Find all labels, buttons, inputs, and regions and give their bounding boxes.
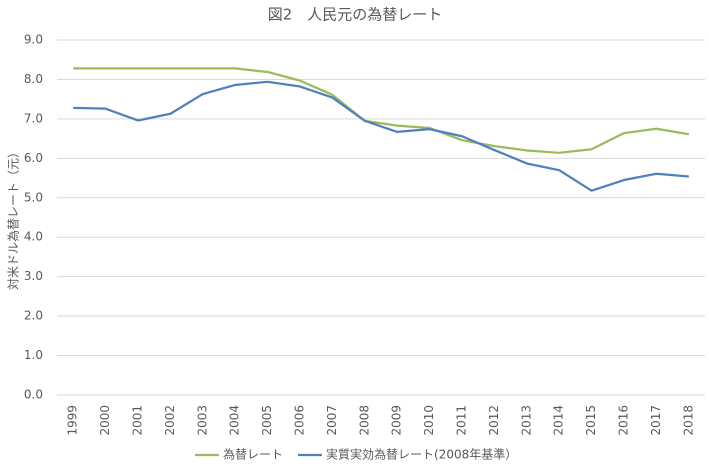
line-series <box>73 67 689 154</box>
y-tick-label: 1.0 <box>24 348 43 362</box>
x-tick-label: 2015 <box>584 405 598 436</box>
y-tick-label: 8.0 <box>24 72 43 86</box>
x-tick-label: 2014 <box>552 405 566 436</box>
x-tick-label: 2016 <box>617 405 631 436</box>
y-tick-label: 0.0 <box>24 388 43 402</box>
x-tick-label: 2004 <box>228 405 242 436</box>
y-tick-label: 3.0 <box>24 269 43 283</box>
x-tick-label: 2002 <box>163 405 177 436</box>
y-tick-label: 2.0 <box>24 309 43 323</box>
x-tick-label: 2009 <box>390 405 404 436</box>
x-tick-label: 2007 <box>325 405 339 436</box>
x-tick-label: 2003 <box>195 405 209 436</box>
y-tick-label: 5.0 <box>24 190 43 204</box>
x-tick-label: 2017 <box>649 405 663 436</box>
x-tick-label: 2006 <box>293 405 307 436</box>
line-series <box>73 80 689 192</box>
legend-label: 実質実効為替レート(2008年基準） <box>326 447 517 462</box>
x-tick-label: 2001 <box>131 405 145 436</box>
x-tick-label: 2008 <box>357 405 371 436</box>
y-axis-label: 対米ドル為替レート（元） <box>7 146 21 290</box>
y-tick-label: 4.0 <box>24 230 43 244</box>
y-tick-label: 6.0 <box>24 151 43 165</box>
x-tick-label: 2005 <box>260 405 274 436</box>
x-tick-label: 2013 <box>519 405 533 436</box>
y-tick-label: 9.0 <box>24 33 43 47</box>
x-tick-label: 2018 <box>681 405 695 436</box>
x-tick-label: 1999 <box>66 405 80 436</box>
x-tick-label: 2012 <box>487 405 501 436</box>
x-tick-label: 2010 <box>422 405 436 436</box>
y-tick-label: 7.0 <box>24 111 43 125</box>
chart-title: 図2 人民元の為替レート <box>268 6 443 24</box>
x-tick-label: 2000 <box>98 405 112 436</box>
legend-label: 為替レート <box>223 448 283 462</box>
x-tick-label: 2011 <box>455 405 469 436</box>
